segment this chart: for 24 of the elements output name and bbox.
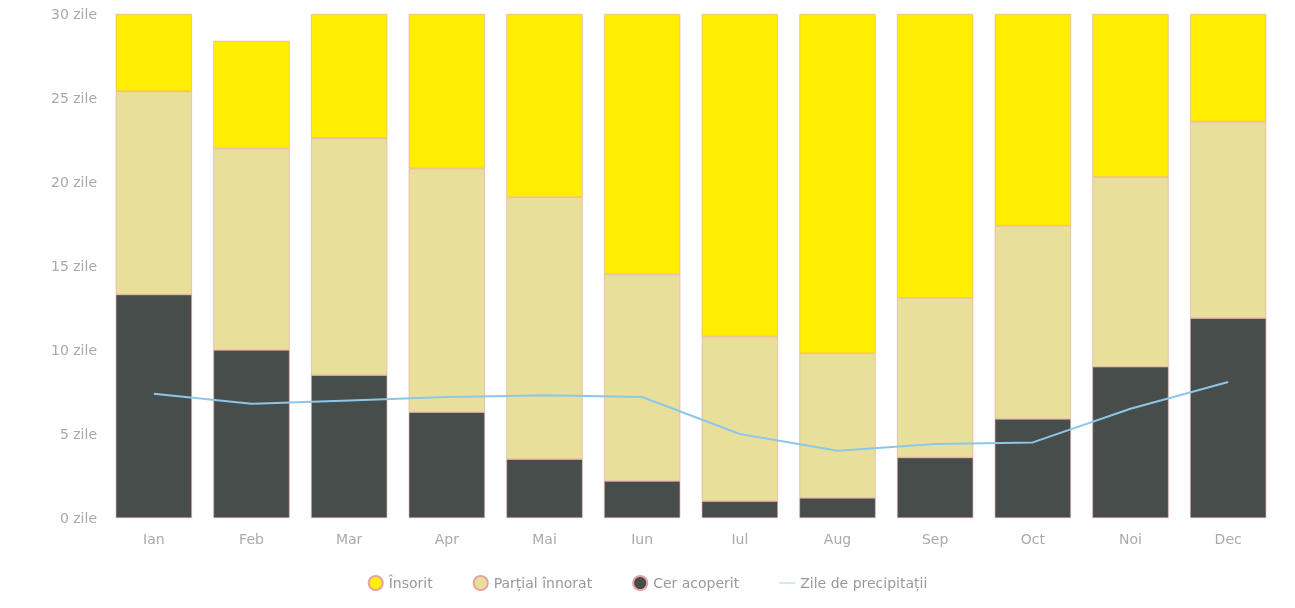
legend-label: Zile de precipitații (800, 575, 928, 592)
x-tick-label: Iun (631, 531, 654, 547)
legend-label: Parțial înnorat (493, 575, 593, 592)
x-tick-label: Mar (335, 531, 363, 547)
line-series (152, 380, 1230, 452)
x-tick-label: Apr (434, 531, 460, 547)
x-tick-label: Feb (239, 531, 264, 547)
y-tick-label: 10 zile (50, 342, 97, 358)
x-tick-label: Ian (143, 531, 165, 547)
x-tick-label: Sep (921, 531, 949, 547)
y-tick-label: 25 zile (50, 90, 97, 106)
x-tick-label: Oct (1020, 531, 1046, 547)
y-tick-label: 0 zile (59, 510, 97, 526)
x-tick-label: Aug (823, 531, 852, 547)
y-tick-label: 5 zile (59, 426, 97, 442)
y-tick-label: 15 zile (50, 258, 97, 274)
x-tick-label: Mai (532, 531, 557, 547)
x-tick-label: Dec (1214, 531, 1242, 547)
x-tick-label: Iul (731, 531, 749, 547)
legend-label: Cer acoperit (653, 575, 740, 591)
x-tick-label: Noi (1119, 531, 1142, 547)
y-tick-label: 30 zile (50, 6, 97, 22)
legend-label: Însorit (387, 574, 434, 591)
y-tick-label: 20 zile (50, 174, 97, 190)
